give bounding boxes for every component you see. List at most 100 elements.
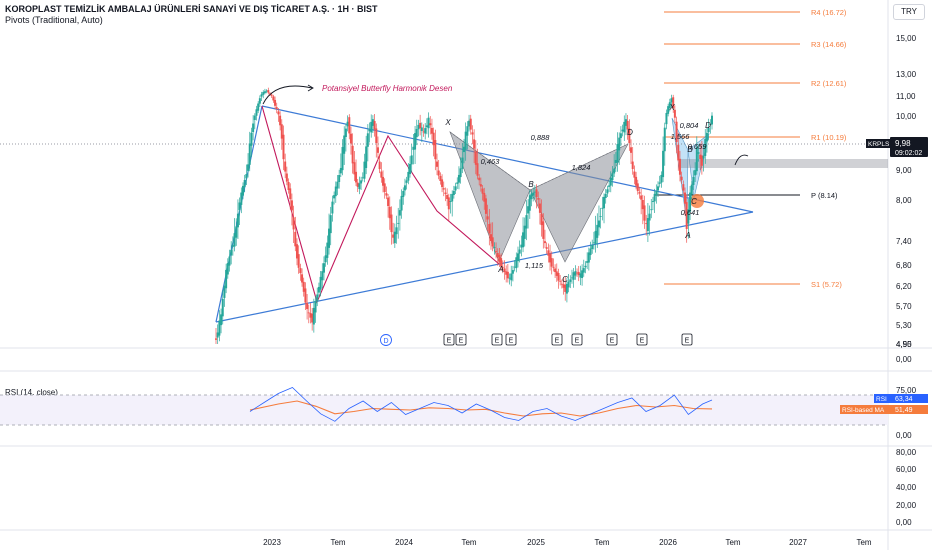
candle-body (702, 155, 705, 159)
earnings-marker[interactable] (505, 333, 517, 346)
candle-body (422, 131, 425, 133)
candle-body (572, 272, 575, 280)
candle-body (375, 128, 378, 143)
rsi-ma-label-badge (840, 405, 890, 414)
candle-body (348, 117, 351, 134)
candle-body (446, 195, 449, 199)
candle-body (415, 128, 418, 138)
countdown-text: 09:02:02 (895, 150, 922, 157)
candle-body (606, 189, 609, 194)
y-tick-label: 6,20 (896, 282, 912, 291)
candle-body (321, 271, 324, 281)
candle-body (243, 180, 246, 187)
candle-body (398, 210, 401, 216)
dividend-marker[interactable] (380, 334, 392, 346)
candle-body (640, 195, 643, 200)
earnings-marker-label: E (575, 338, 580, 345)
candle-body (469, 118, 472, 130)
candle-body (569, 279, 572, 282)
harmonic-point-label: A (497, 265, 503, 274)
rsi-title[interactable]: RSI (14, close) (5, 388, 58, 397)
candle-body (457, 174, 460, 183)
annotation-text[interactable]: Potansiyel Butterfly Harmonik Desen (322, 84, 453, 93)
candle-body (265, 90, 268, 92)
candle-body (287, 182, 290, 190)
candle-body (564, 284, 567, 292)
candle-body (525, 215, 528, 229)
candle-body (258, 98, 261, 104)
indicator-label[interactable]: Pivots (Traditional, Auto) (5, 15, 103, 25)
candle-body (429, 123, 432, 126)
harmonic-bcd[interactable] (529, 143, 629, 263)
candle-body (523, 225, 526, 239)
earnings-marker[interactable] (606, 333, 618, 346)
candle-body (489, 234, 492, 241)
candle-body (430, 127, 433, 134)
candle-body (547, 250, 550, 256)
ratio-label: 0,641 (681, 208, 700, 217)
zigzag-line[interactable] (261, 105, 500, 304)
panel4-tick: 60,00 (896, 465, 917, 474)
earnings-marker[interactable] (455, 333, 467, 346)
currency-button[interactable]: TRY (893, 4, 925, 20)
candle-body (317, 286, 320, 293)
candle-body (584, 265, 587, 268)
target-circle[interactable] (690, 194, 704, 208)
candle-body (417, 124, 420, 130)
candle-body (503, 268, 506, 272)
candle-body (309, 313, 312, 318)
trendline-upper[interactable] (261, 105, 754, 213)
up-arrow (734, 154, 749, 166)
candle-body (454, 186, 457, 191)
candle-body (437, 170, 440, 176)
candle-body (383, 183, 386, 193)
earnings-marker[interactable] (571, 333, 583, 346)
earnings-marker[interactable] (551, 333, 563, 346)
candle-body (349, 133, 352, 144)
earnings-marker[interactable] (491, 333, 503, 346)
candle-body (697, 152, 700, 154)
candle-body (471, 132, 474, 135)
earnings-marker[interactable] (636, 333, 648, 346)
candle-body (302, 281, 305, 292)
trendline-left[interactable] (215, 105, 263, 323)
candle-body (245, 174, 248, 179)
candle-body (474, 151, 477, 165)
candle-body (630, 147, 633, 153)
harmonic-point-label: X (668, 103, 675, 112)
earnings-marker[interactable] (681, 333, 693, 346)
x-tick-label: Tem (856, 538, 871, 547)
candle-body (400, 195, 403, 211)
rsi-ma-line (249, 400, 713, 417)
rsi-ma-value-badge (890, 405, 928, 414)
candle-body (599, 216, 602, 217)
candle-body (488, 224, 491, 234)
candle-body (463, 146, 465, 153)
candle-body (238, 202, 241, 210)
candle-body (646, 218, 649, 232)
candle-body (655, 191, 658, 195)
candle-body (402, 191, 405, 197)
dividend-marker-label: D (383, 338, 388, 345)
candle-body (319, 276, 322, 290)
candle-body (483, 192, 486, 202)
candle-body (270, 94, 273, 96)
candle-body (678, 158, 681, 175)
earnings-marker-label: E (610, 338, 615, 345)
candle-body (540, 213, 543, 226)
candle-body (532, 192, 535, 196)
candle-body (407, 171, 410, 181)
candle-body (223, 285, 226, 298)
candle-body (370, 121, 373, 133)
candle-body (559, 280, 562, 282)
earnings-marker[interactable] (443, 333, 455, 346)
candle-body (645, 223, 648, 225)
rsi-label-badge (874, 394, 890, 403)
zone-box[interactable] (680, 159, 888, 168)
candle-body (520, 244, 523, 248)
candle-body (515, 257, 518, 269)
candle-body (670, 98, 673, 103)
candle-body (619, 133, 622, 139)
candle-body (633, 171, 636, 178)
